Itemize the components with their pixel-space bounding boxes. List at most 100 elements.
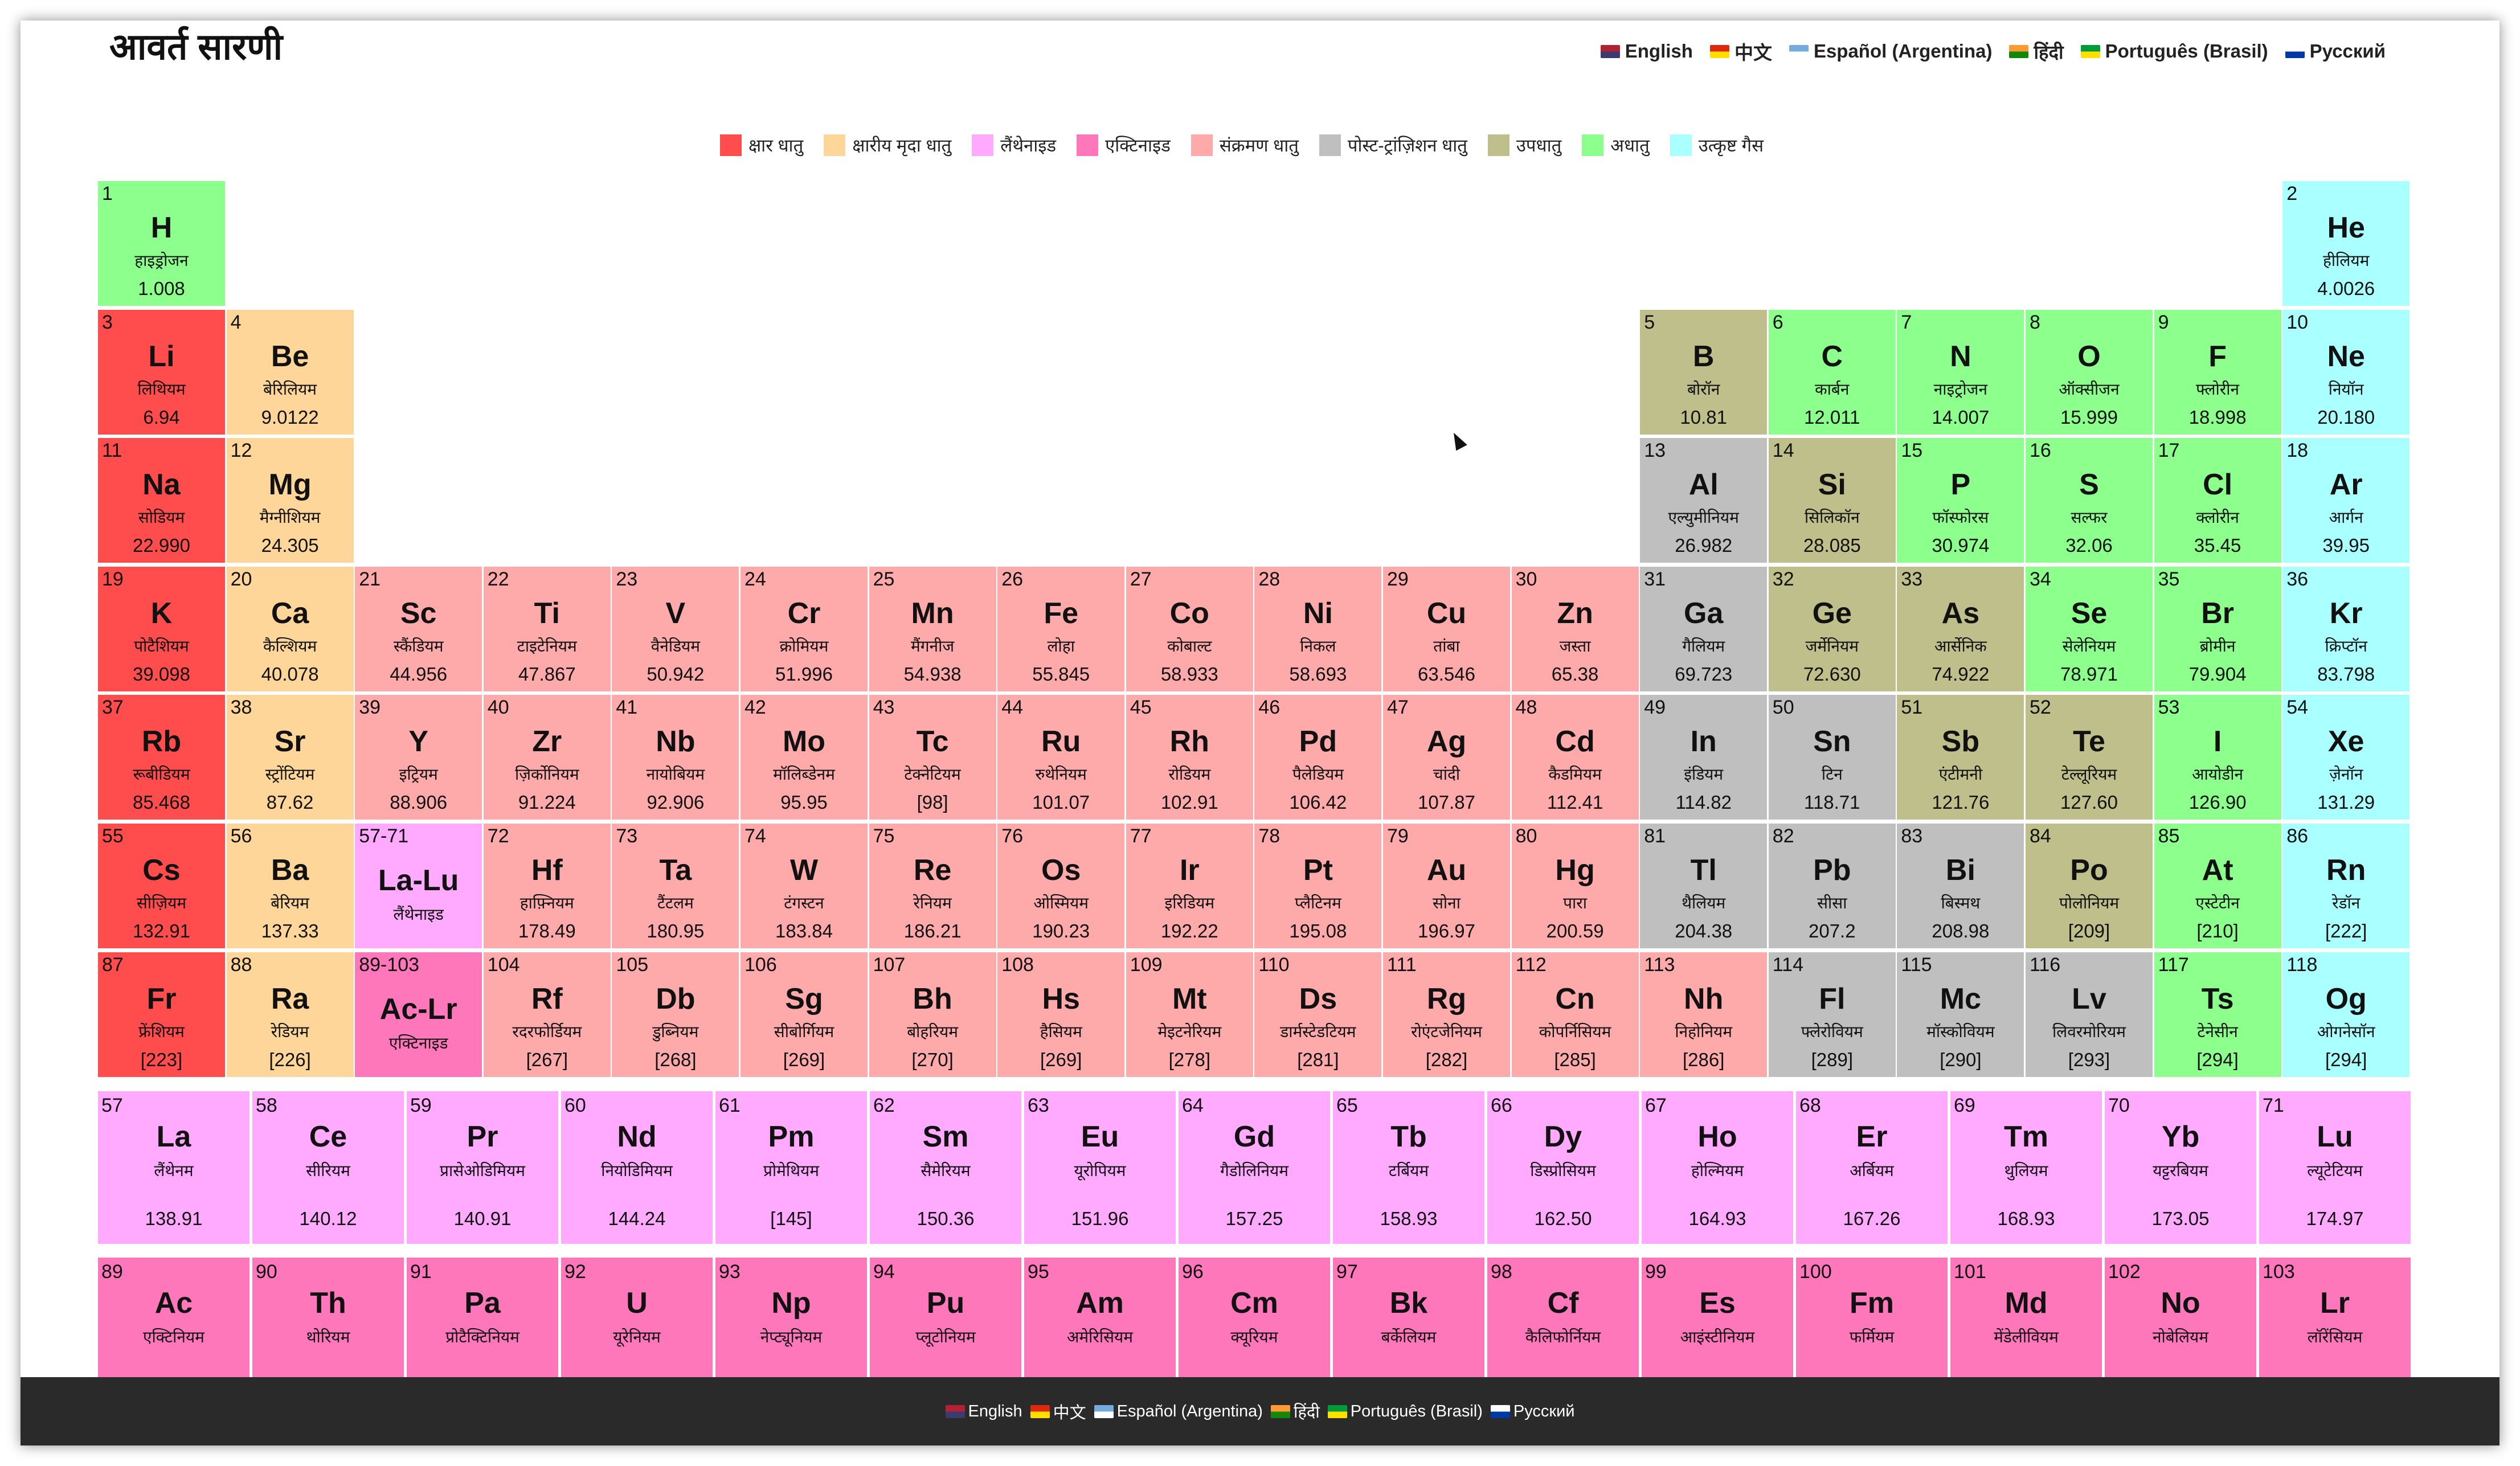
element-cell-li[interactable]: 3 Li लिथियम 6.94 <box>98 309 225 435</box>
element-cell-fr[interactable]: 87 Fr फ्रेंशियम [223] <box>98 952 225 1077</box>
element-cell-mo[interactable]: 42 Mo मॉलिब्डेनम 95.95 <box>741 695 868 820</box>
language-link-4[interactable]: Português (Brasil) <box>2080 40 2268 62</box>
element-cell-tm[interactable]: 69 Tm थुलियम 168.93 <box>1950 1091 2102 1244</box>
element-cell-kr[interactable]: 36 Kr क्रिप्टॉन 83.798 <box>2282 566 2410 691</box>
element-cell-ar[interactable]: 18 Ar आर्गन 39.95 <box>2282 438 2410 563</box>
element-cell-y[interactable]: 39 Y इट्रियम 88.906 <box>355 695 482 820</box>
element-cell-pd[interactable]: 46 Pd पैलेडियम 106.42 <box>1254 695 1382 820</box>
element-cell-al[interactable]: 13 Al एल्युमीनियम 26.982 <box>1640 438 1768 563</box>
element-cell-ga[interactable]: 31 Ga गैलियम 69.723 <box>1640 566 1768 691</box>
language-link-0[interactable]: English <box>945 1402 1022 1421</box>
element-cell-er[interactable]: 68 Er अर्बियम 167.26 <box>1796 1091 1948 1244</box>
language-link-3[interactable]: हिंदी <box>1270 1401 1320 1423</box>
element-cell-rg[interactable]: 111 Rg रोएंटजेनियम [282] <box>1383 952 1510 1077</box>
element-cell-s[interactable]: 16 S सल्फर 32.06 <box>2026 438 2153 563</box>
element-cell-mc[interactable]: 115 Mc मॉस्कोवियम [290] <box>1897 952 2024 1077</box>
element-cell-ir[interactable]: 77 Ir इरिडियम 192.22 <box>1126 824 1253 948</box>
element-cell-ba[interactable]: 56 Ba बेरियम 137.33 <box>226 824 354 948</box>
element-cell-zr[interactable]: 40 Zr ज़िर्कोनियम 91.224 <box>483 695 611 820</box>
element-cell-nb[interactable]: 41 Nb नायोबियम 92.906 <box>612 695 739 820</box>
element-cell-ne[interactable]: 10 Ne नियॉन 20.180 <box>2282 309 2410 435</box>
language-link-5[interactable]: Русский <box>1490 1402 1575 1421</box>
element-cell-ta[interactable]: 73 Ta टैंटलम 180.95 <box>612 824 739 948</box>
element-cell-bh[interactable]: 107 Bh बोहरियम [270] <box>869 952 996 1077</box>
element-cell-nd[interactable]: 60 Nd नियोडिमियम 144.24 <box>561 1091 713 1244</box>
element-cell-sn[interactable]: 50 Sn टिन 118.71 <box>1768 695 1896 820</box>
language-link-0[interactable]: English <box>1600 40 1693 62</box>
element-cell-tl[interactable]: 81 Tl थैलियम 204.38 <box>1640 824 1768 948</box>
element-cell-lu[interactable]: 71 Lu ल्यूटेटियम 174.97 <box>2259 1091 2411 1244</box>
element-cell-re[interactable]: 75 Re रेनियम 186.21 <box>869 824 996 948</box>
element-cell-au[interactable]: 79 Au सोना 196.97 <box>1383 824 1510 948</box>
element-cell-w[interactable]: 74 W टंगस्टन 183.84 <box>741 824 868 948</box>
element-cell-db[interactable]: 105 Db डुब्नियम [268] <box>612 952 739 1077</box>
element-cell-dy[interactable]: 66 Dy डिस्प्रोसियम 162.50 <box>1487 1091 1639 1244</box>
element-cell-co[interactable]: 27 Co कोबाल्ट 58.933 <box>1126 566 1253 691</box>
element-cell-cn[interactable]: 112 Cn कोपर्निसियम [285] <box>1511 952 1639 1077</box>
element-cell-ds[interactable]: 110 Ds डार्मस्टेडटियम [281] <box>1254 952 1382 1077</box>
element-cell-k[interactable]: 19 K पोटैशियम 39.098 <box>98 566 225 691</box>
element-cell-rf[interactable]: 104 Rf रदरफोर्डियम [267] <box>483 952 611 1077</box>
element-cell-gd[interactable]: 64 Gd गैडोलिनियम 157.25 <box>1179 1091 1330 1244</box>
element-cell-ra[interactable]: 88 Ra रेडियम [226] <box>226 952 354 1077</box>
element-cell-at[interactable]: 85 At एस्टेटीन [210] <box>2154 824 2281 948</box>
language-link-2[interactable]: Español (Argentina) <box>1789 40 1992 62</box>
element-cell-cs[interactable]: 55 Cs सीज़ियम 132.91 <box>98 824 225 948</box>
element-cell-la-lu[interactable]: 57-71 La-Lu लैंथेनाइड <box>355 824 482 948</box>
element-cell-v[interactable]: 23 V वैनेडियम 50.942 <box>612 566 739 691</box>
element-cell-ru[interactable]: 44 Ru रुथेनियम 101.07 <box>997 695 1125 820</box>
element-cell-he[interactable]: 2 He हीलियम 4.0026 <box>2282 181 2410 306</box>
element-cell-mn[interactable]: 25 Mn मैंगनीज 54.938 <box>869 566 996 691</box>
element-cell-br[interactable]: 35 Br ब्रोमीन 79.904 <box>2154 566 2281 691</box>
element-cell-ho[interactable]: 67 Ho होल्मियम 164.93 <box>1642 1091 1793 1244</box>
element-cell-nh[interactable]: 113 Nh निहोनियम [286] <box>1640 952 1768 1077</box>
element-cell-og[interactable]: 118 Og ओगनेसॉन [294] <box>2282 952 2410 1077</box>
element-cell-c[interactable]: 6 C कार्बन 12.011 <box>1768 309 1896 435</box>
element-cell-ni[interactable]: 28 Ni निकल 58.693 <box>1254 566 1382 691</box>
element-cell-fe[interactable]: 26 Fe लोहा 55.845 <box>997 566 1125 691</box>
element-cell-pb[interactable]: 82 Pb सीसा 207.2 <box>1768 824 1896 948</box>
element-cell-xe[interactable]: 54 Xe ज़ेनॉन 131.29 <box>2282 695 2410 820</box>
element-cell-cd[interactable]: 48 Cd कैडमियम 112.41 <box>1511 695 1639 820</box>
element-cell-sm[interactable]: 62 Sm सैमेरियम 150.36 <box>870 1091 1021 1244</box>
element-cell-pt[interactable]: 78 Pt प्लैटिनम 195.08 <box>1254 824 1382 948</box>
element-cell-i[interactable]: 53 I आयोडीन 126.90 <box>2154 695 2281 820</box>
element-cell-as[interactable]: 33 As आर्सेनिक 74.922 <box>1897 566 2024 691</box>
element-cell-sb[interactable]: 51 Sb एंटीमनी 121.76 <box>1897 695 2024 820</box>
element-cell-o[interactable]: 8 O ऑक्सीजन 15.999 <box>2026 309 2153 435</box>
element-cell-p[interactable]: 15 P फॉस्फोरस 30.974 <box>1897 438 2024 563</box>
element-cell-f[interactable]: 9 F फ्लोरीन 18.998 <box>2154 309 2281 435</box>
element-cell-rh[interactable]: 45 Rh रोडियम 102.91 <box>1126 695 1253 820</box>
element-cell-ti[interactable]: 22 Ti टाइटेनियम 47.867 <box>483 566 611 691</box>
element-cell-cr[interactable]: 24 Cr क्रोमियम 51.996 <box>741 566 868 691</box>
language-link-3[interactable]: हिंदी <box>2009 39 2064 64</box>
element-cell-tc[interactable]: 43 Tc टेक्नेटियम [98] <box>869 695 996 820</box>
element-cell-fl[interactable]: 114 Fl फ्लेरोवियम [289] <box>1768 952 1896 1077</box>
language-link-2[interactable]: Español (Argentina) <box>1094 1402 1263 1421</box>
element-cell-ag[interactable]: 47 Ag चांदी 107.87 <box>1383 695 1510 820</box>
element-cell-hg[interactable]: 80 Hg पारा 200.59 <box>1511 824 1639 948</box>
element-cell-te[interactable]: 52 Te टेल्लूरियम 127.60 <box>2026 695 2153 820</box>
element-cell-pm[interactable]: 61 Pm प्रोमेथियम [145] <box>715 1091 867 1244</box>
element-cell-yb[interactable]: 70 Yb यट्टरबियम 173.05 <box>2105 1091 2256 1244</box>
language-link-5[interactable]: Русский <box>2285 40 2386 62</box>
element-cell-zn[interactable]: 30 Zn जस्ता 65.38 <box>1511 566 1639 691</box>
element-cell-ts[interactable]: 117 Ts टेनेसीन [294] <box>2154 952 2281 1077</box>
element-cell-in[interactable]: 49 In इंडियम 114.82 <box>1640 695 1768 820</box>
element-cell-hf[interactable]: 72 Hf हाफ़्नियम 178.49 <box>483 824 611 948</box>
language-link-1[interactable]: 中文 <box>1030 1399 1086 1423</box>
element-cell-rn[interactable]: 86 Rn रेडॉन [222] <box>2282 824 2410 948</box>
element-cell-b[interactable]: 5 B बोरॉन 10.81 <box>1640 309 1768 435</box>
element-cell-la[interactable]: 57 La लैंथेनम 138.91 <box>98 1091 249 1244</box>
element-cell-lv[interactable]: 116 Lv लिवरमोरियम [293] <box>2026 952 2153 1077</box>
element-cell-eu[interactable]: 63 Eu यूरोपियम 151.96 <box>1024 1091 1176 1244</box>
element-cell-mt[interactable]: 109 Mt मेइटनेरियम [278] <box>1126 952 1253 1077</box>
element-cell-sc[interactable]: 21 Sc स्कैंडियम 44.956 <box>355 566 482 691</box>
element-cell-h[interactable]: 1 H हाइड्रोजन 1.008 <box>98 181 225 306</box>
element-cell-ce[interactable]: 58 Ce सीरियम 140.12 <box>252 1091 404 1244</box>
element-cell-os[interactable]: 76 Os ओस्मियम 190.23 <box>997 824 1125 948</box>
element-cell-cu[interactable]: 29 Cu तांबा 63.546 <box>1383 566 1510 691</box>
element-cell-ge[interactable]: 32 Ge जर्मेनियम 72.630 <box>1768 566 1896 691</box>
element-cell-be[interactable]: 4 Be बेरिलियम 9.0122 <box>226 309 354 435</box>
language-link-4[interactable]: Português (Brasil) <box>1327 1402 1483 1421</box>
